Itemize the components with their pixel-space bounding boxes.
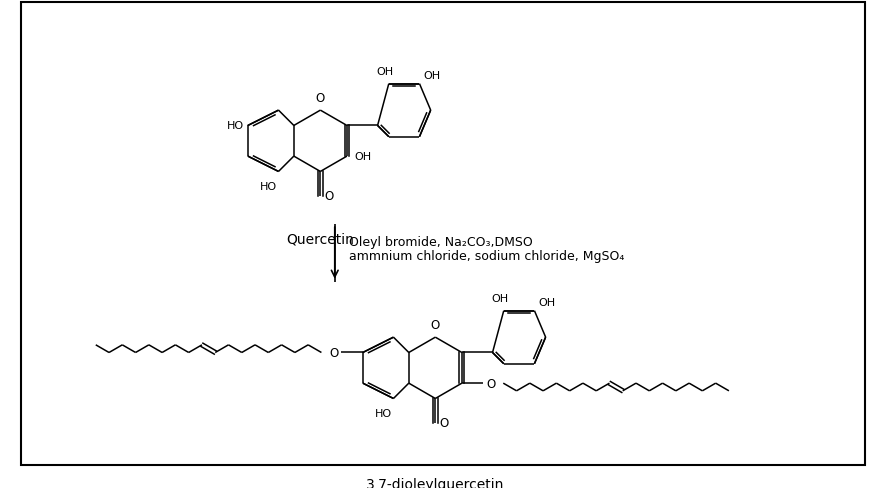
Text: Quercetin: Quercetin xyxy=(286,232,354,246)
Text: O: O xyxy=(315,92,325,105)
Text: O: O xyxy=(431,319,440,332)
Text: O: O xyxy=(324,190,333,203)
Text: O: O xyxy=(486,377,495,390)
Text: 3,7-dioleylquercetin: 3,7-dioleylquercetin xyxy=(366,477,504,488)
Text: ammnium chloride, sodium chloride, MgSO₄: ammnium chloride, sodium chloride, MgSO₄ xyxy=(349,250,625,263)
Text: OH: OH xyxy=(539,297,556,307)
Text: O: O xyxy=(439,417,448,429)
Text: OH: OH xyxy=(492,293,509,304)
Text: HO: HO xyxy=(227,121,244,131)
Text: OH: OH xyxy=(377,67,393,77)
Text: HO: HO xyxy=(375,408,392,418)
Text: OH: OH xyxy=(424,71,440,81)
Text: O: O xyxy=(330,346,338,359)
Text: Oleyl bromide, Na₂CO₃,DMSO: Oleyl bromide, Na₂CO₃,DMSO xyxy=(349,235,532,248)
Text: OH: OH xyxy=(354,152,372,162)
Text: HO: HO xyxy=(260,182,276,192)
